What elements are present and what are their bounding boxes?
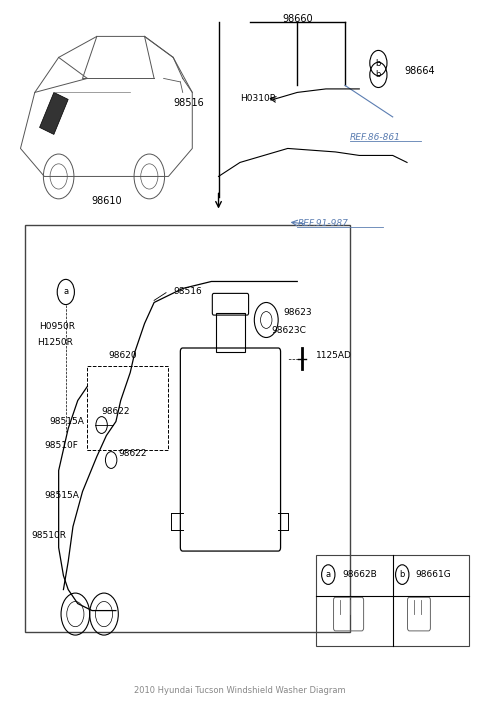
Text: 98660: 98660 — [282, 14, 312, 24]
Text: a: a — [326, 570, 331, 579]
Text: H1250R: H1250R — [37, 338, 73, 347]
Text: H0310R: H0310R — [240, 93, 276, 103]
Text: 98516: 98516 — [173, 288, 202, 297]
Text: 2010 Hyundai Tucson Windshield Washer Diagram: 2010 Hyundai Tucson Windshield Washer Di… — [134, 685, 346, 695]
Text: H0950R: H0950R — [39, 323, 75, 332]
Text: 1125AD: 1125AD — [316, 351, 352, 359]
Text: b: b — [376, 70, 381, 79]
Text: 98623C: 98623C — [271, 326, 306, 335]
Polygon shape — [39, 92, 68, 134]
Text: 98622: 98622 — [118, 449, 147, 458]
Text: REF.86-861: REF.86-861 — [350, 134, 401, 143]
Text: 98662B: 98662B — [343, 570, 377, 579]
Text: 98510R: 98510R — [32, 531, 67, 540]
Text: 98664: 98664 — [405, 66, 435, 77]
Text: 98620: 98620 — [109, 351, 137, 359]
Text: 98661G: 98661G — [416, 570, 451, 579]
Text: b: b — [376, 58, 381, 67]
Text: 98516: 98516 — [173, 98, 204, 108]
Text: 98510F: 98510F — [44, 441, 78, 450]
Text: a: a — [63, 288, 68, 297]
Text: 98515A: 98515A — [49, 417, 84, 426]
Text: 98623: 98623 — [283, 309, 312, 318]
Text: 98610: 98610 — [91, 196, 122, 206]
Text: 98622: 98622 — [102, 406, 130, 415]
Text: 98515A: 98515A — [44, 491, 79, 500]
Text: b: b — [399, 570, 405, 579]
Text: REF.91-987: REF.91-987 — [297, 219, 348, 228]
